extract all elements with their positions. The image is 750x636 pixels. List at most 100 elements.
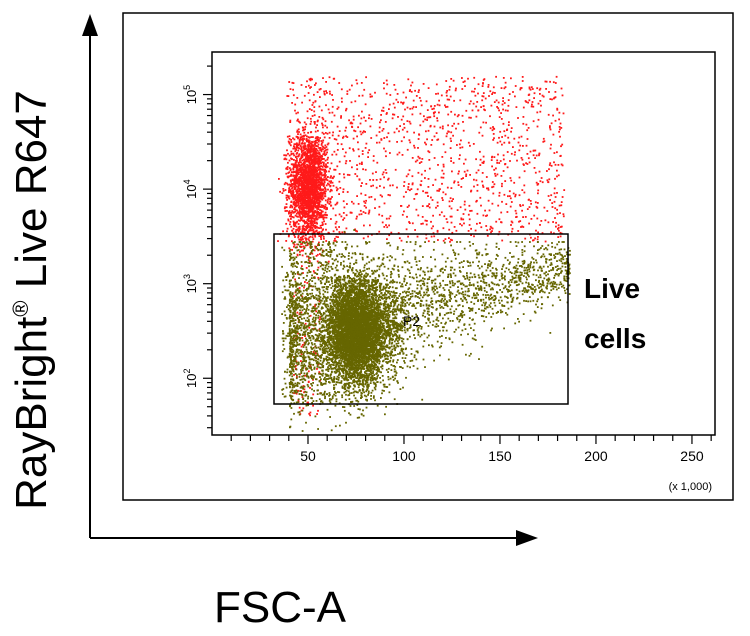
data-point bbox=[309, 227, 312, 230]
data-point bbox=[521, 209, 523, 212]
data-point bbox=[348, 88, 351, 91]
data-point bbox=[326, 206, 328, 209]
data-point bbox=[476, 222, 478, 225]
data-point bbox=[307, 139, 310, 142]
data-point bbox=[301, 236, 303, 239]
data-point bbox=[437, 239, 439, 241]
data-point bbox=[320, 210, 323, 213]
data-point bbox=[314, 152, 317, 154]
data-point bbox=[300, 171, 303, 174]
data-point bbox=[304, 151, 307, 153]
data-point bbox=[460, 139, 462, 142]
data-point bbox=[530, 86, 533, 89]
data-point bbox=[285, 206, 288, 209]
data-point bbox=[313, 140, 316, 143]
data-point bbox=[345, 421, 347, 424]
data-point bbox=[317, 152, 320, 155]
data-point bbox=[481, 99, 484, 102]
data-point bbox=[302, 209, 305, 212]
data-point bbox=[333, 138, 336, 140]
data-point bbox=[493, 168, 496, 171]
data-point bbox=[329, 184, 332, 187]
data-point bbox=[549, 128, 552, 131]
data-point bbox=[531, 88, 534, 90]
data-point bbox=[477, 92, 479, 95]
data-point bbox=[527, 199, 530, 201]
data-point bbox=[557, 224, 560, 227]
data-point bbox=[340, 143, 343, 146]
data-point bbox=[310, 173, 313, 175]
data-point bbox=[409, 122, 412, 125]
data-point bbox=[496, 173, 499, 176]
data-point bbox=[378, 131, 381, 133]
data-point bbox=[433, 135, 436, 138]
data-point bbox=[408, 204, 410, 207]
data-point bbox=[307, 380, 310, 383]
data-point bbox=[424, 118, 427, 121]
data-point bbox=[519, 220, 522, 222]
data-point bbox=[344, 398, 347, 401]
data-point bbox=[547, 113, 550, 116]
data-point bbox=[296, 182, 299, 185]
data-point bbox=[310, 168, 313, 171]
data-point bbox=[508, 190, 511, 193]
data-point bbox=[316, 91, 319, 93]
data-point bbox=[314, 198, 316, 201]
data-point bbox=[326, 408, 329, 411]
data-point bbox=[292, 94, 295, 97]
data-point bbox=[358, 178, 361, 181]
data-point bbox=[290, 153, 293, 156]
data-point bbox=[304, 154, 306, 156]
data-point bbox=[437, 164, 439, 166]
data-point bbox=[549, 147, 552, 150]
data-point bbox=[534, 157, 536, 159]
data-point bbox=[289, 179, 292, 182]
data-point bbox=[328, 180, 331, 183]
data-point bbox=[332, 131, 334, 134]
data-point bbox=[306, 244, 309, 247]
data-point bbox=[296, 311, 299, 314]
data-point bbox=[314, 154, 317, 156]
data-point bbox=[498, 218, 501, 221]
data-point bbox=[311, 214, 313, 217]
data-point bbox=[319, 187, 321, 190]
data-point bbox=[314, 203, 317, 206]
data-point bbox=[540, 220, 543, 222]
data-point bbox=[503, 102, 506, 104]
data-point bbox=[313, 249, 316, 252]
data-point bbox=[527, 127, 530, 129]
data-point bbox=[325, 104, 327, 107]
data-point bbox=[482, 121, 485, 124]
data-point bbox=[300, 148, 302, 150]
data-point bbox=[325, 170, 328, 173]
data-point bbox=[290, 195, 293, 197]
data-point bbox=[546, 179, 549, 182]
data-point bbox=[297, 179, 299, 182]
data-point bbox=[561, 196, 564, 198]
data-point bbox=[298, 226, 301, 229]
data-point bbox=[484, 109, 486, 112]
data-point bbox=[314, 158, 317, 160]
data-point bbox=[383, 176, 385, 179]
data-point bbox=[300, 243, 302, 245]
data-point bbox=[316, 137, 319, 140]
data-point bbox=[324, 223, 327, 225]
data-point bbox=[293, 295, 295, 298]
data-point bbox=[461, 146, 464, 149]
data-point bbox=[333, 150, 336, 153]
data-point bbox=[314, 217, 317, 219]
data-point bbox=[348, 147, 351, 150]
data-point bbox=[338, 173, 341, 175]
data-point bbox=[489, 115, 491, 118]
data-point bbox=[544, 219, 547, 222]
data-point bbox=[360, 82, 363, 84]
data-point bbox=[287, 218, 290, 221]
data-point bbox=[561, 94, 564, 97]
data-point bbox=[308, 136, 311, 139]
data-point bbox=[402, 102, 404, 104]
data-point bbox=[330, 204, 332, 207]
data-point bbox=[486, 234, 489, 237]
data-point bbox=[552, 133, 555, 136]
data-point bbox=[462, 218, 465, 221]
data-point bbox=[338, 381, 341, 384]
